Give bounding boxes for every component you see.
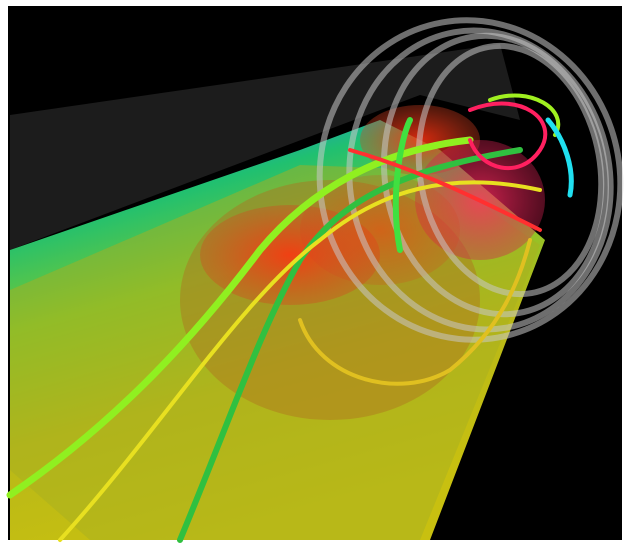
streamlines [6, 93, 574, 543]
rings [316, 17, 624, 343]
ring [415, 42, 605, 298]
ribbon [392, 117, 413, 253]
ring [316, 17, 624, 343]
back-plane [10, 44, 520, 250]
ribbon [468, 101, 548, 170]
ring [346, 27, 614, 333]
ribbon [545, 117, 574, 198]
ribbon [348, 148, 542, 232]
ribbon [298, 238, 532, 386]
ribbon [488, 93, 561, 137]
ribbon [58, 180, 542, 542]
ring [380, 32, 610, 318]
